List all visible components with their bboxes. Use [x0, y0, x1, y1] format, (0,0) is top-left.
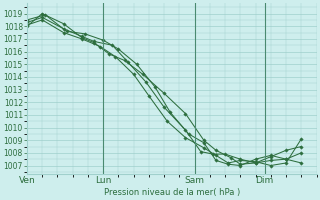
X-axis label: Pression niveau de la mer( hPa ): Pression niveau de la mer( hPa ) — [104, 188, 240, 197]
